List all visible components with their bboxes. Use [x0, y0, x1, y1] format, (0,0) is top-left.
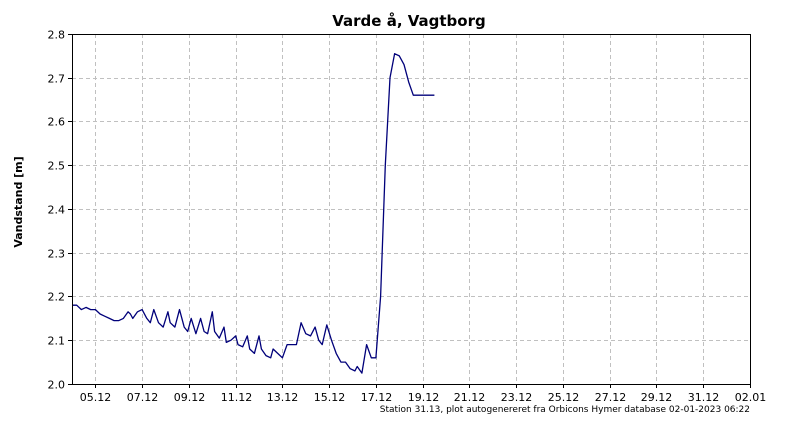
y-tick-label: 2.6 — [48, 116, 66, 129]
x-tick-label: 21.12 — [454, 391, 486, 404]
x-tick-label: 29.12 — [641, 391, 673, 404]
x-tick-label: 25.12 — [548, 391, 580, 404]
series-line — [72, 53, 435, 374]
y-tick-label: 2.7 — [48, 73, 66, 86]
grid — [72, 34, 750, 384]
x-tick-label: 02.01 — [735, 391, 767, 404]
y-tick-label: 2.8 — [48, 29, 66, 42]
y-tick-label: 2.5 — [48, 160, 66, 173]
y-axis-ticks: 2.0 2.1 2.2 2.3 2.4 2.5 2.6 2.7 2.8 — [48, 29, 72, 392]
x-tick-label: 07.12 — [127, 391, 159, 404]
x-axis-ticks: 05.12 07.12 09.12 11.12 13.12 15.12 17.12 19.12… — [80, 384, 767, 404]
x-tick-label: 05.12 — [80, 391, 112, 404]
x-tick-label: 23.12 — [501, 391, 533, 404]
x-tick-label: 17.12 — [361, 391, 393, 404]
x-tick-label: 15.12 — [314, 391, 346, 404]
x-tick-label: 31.12 — [688, 391, 720, 404]
x-tick-label: 11.12 — [221, 391, 253, 404]
y-tick-label: 2.1 — [48, 335, 66, 348]
y-tick-label: 2.2 — [48, 291, 66, 304]
plot-frame — [72, 34, 751, 385]
y-tick-label: 2.4 — [48, 204, 66, 217]
x-tick-label: 13.12 — [267, 391, 299, 404]
y-tick-label: 2.0 — [48, 379, 66, 392]
series-layer — [72, 53, 435, 374]
y-tick-label: 2.3 — [48, 248, 66, 261]
x-tick-label: 19.12 — [408, 391, 440, 404]
chart-footer: Station 31.13, plot autogenereret fra Or… — [380, 405, 750, 415]
x-tick-label: 09.12 — [174, 391, 206, 404]
chart-title: Varde å, Vagtborg — [332, 12, 485, 30]
x-tick-label: 27.12 — [595, 391, 627, 404]
y-axis-label: Vandstand [m] — [12, 156, 25, 247]
